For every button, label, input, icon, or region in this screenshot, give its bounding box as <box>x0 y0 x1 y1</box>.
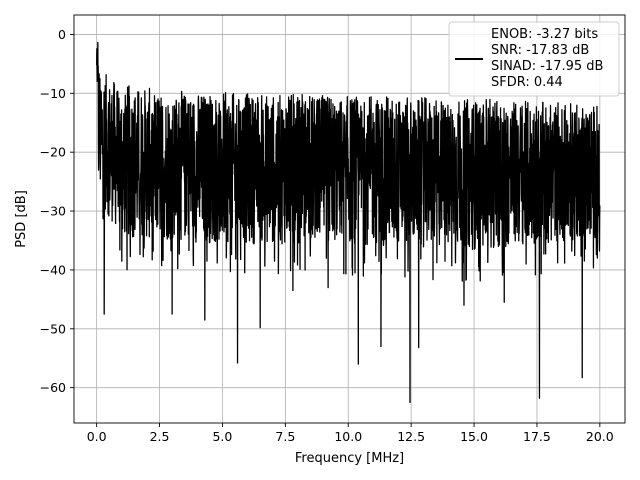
y-tick-label: −10 <box>40 86 66 101</box>
y-tick-label: −50 <box>40 321 66 336</box>
x-tick-label: 5.0 <box>212 429 232 444</box>
psd-series-line <box>95 41 601 404</box>
legend-snr: SNR: -17.83 dB <box>491 43 589 58</box>
x-tick-label: 7.5 <box>275 429 295 444</box>
x-tick-label: 2.5 <box>150 429 170 444</box>
legend-sinad: SINAD: -17.95 dB <box>491 59 603 74</box>
legend: ENOB: -3.27 bits SNR: -17.83 dB SINAD: -… <box>448 21 620 97</box>
legend-sfdr: SFDR: 0.44 <box>491 75 563 90</box>
y-tick-label: −20 <box>40 145 66 160</box>
x-tick-label: 12.5 <box>397 429 425 444</box>
plot-frame <box>73 14 626 424</box>
x-tick-label: 10.0 <box>334 429 362 444</box>
legend-box <box>448 21 620 97</box>
psd-line-path <box>95 41 601 404</box>
y-tick-label: −30 <box>40 204 66 219</box>
y-axis-ticks: 0 −10 −20 −30 −40 −50 −60 <box>40 27 74 395</box>
y-tick-label: 0 <box>58 27 66 42</box>
x-tick-label: 17.5 <box>523 429 551 444</box>
x-tick-label: 20.0 <box>586 429 614 444</box>
x-tick-label: 15.0 <box>460 429 488 444</box>
y-tick-label: −40 <box>40 262 66 277</box>
x-axis-ticks: 0.0 2.5 5.0 7.5 10.0 12.5 15.0 17.5 20.0 <box>87 423 614 444</box>
x-tick-label: 0.0 <box>87 429 107 444</box>
y-tick-label: −60 <box>40 380 66 395</box>
legend-enob: ENOB: -3.27 bits <box>491 27 598 42</box>
x-axis-label: Frequency [MHz] <box>295 451 404 466</box>
y-axis-label: PSD [dB] <box>14 190 29 248</box>
